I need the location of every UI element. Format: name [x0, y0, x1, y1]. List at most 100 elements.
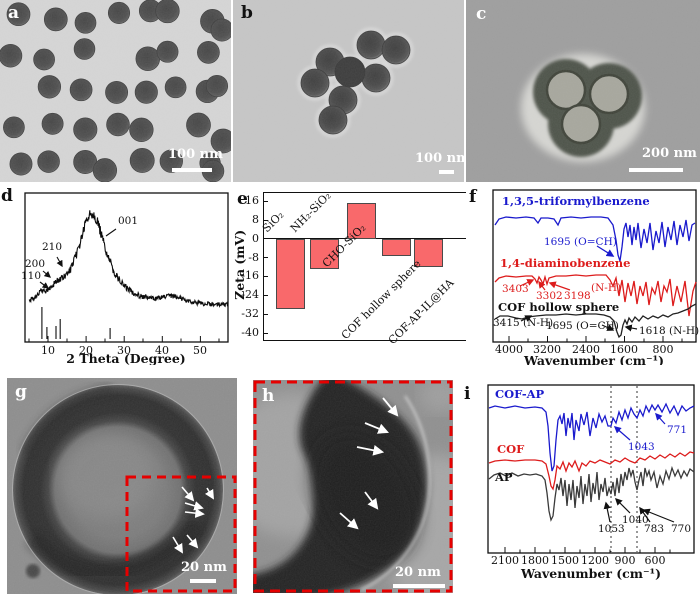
- xtick-2100: 2100: [491, 554, 519, 567]
- bar-cof-ap-il-ha: [414, 238, 443, 267]
- x-axis-ticks: [508, 336, 683, 342]
- panel-label-a: a: [8, 3, 20, 23]
- ann-black-3415: 3415 (N-H): [493, 317, 554, 329]
- x-axis-title: Wavenumber (cm⁻¹): [520, 566, 662, 581]
- ann-black-1695: 1695 (O=CH): [546, 320, 619, 332]
- spectrum-cof-hollow-sphere: [494, 303, 697, 339]
- xtick-900: 900: [614, 554, 636, 567]
- xtick-50: 50: [193, 344, 207, 357]
- bar-sio2: [276, 238, 305, 310]
- panel-label-g: g: [15, 382, 27, 402]
- ytick-m40: -40: [241, 326, 259, 339]
- scalebar-label-b: 100 nm: [415, 151, 464, 166]
- ann-blue-1695: 1695 (O=CH): [544, 236, 617, 248]
- ann-red-nh: (N-H): [591, 282, 622, 294]
- annotation-arrows: [519, 245, 638, 332]
- peak-200: 200: [25, 258, 46, 270]
- scalebar-label-h: 20 nm: [395, 565, 441, 580]
- scalebar-h: [393, 584, 445, 588]
- scalebar-a: [172, 168, 212, 172]
- ytick-mark: [263, 257, 268, 258]
- tem-h-image: [253, 380, 453, 593]
- series-label-cof: COF: [497, 442, 525, 456]
- plot-frame: [24, 192, 229, 343]
- xtick-30: 30: [117, 344, 131, 357]
- panel-b-tem: b 100 nm: [233, 0, 464, 182]
- bar-cof-hollow-sphere: [382, 238, 411, 257]
- ytick-mark: [263, 295, 268, 296]
- xtick-1500: 1500: [551, 554, 579, 567]
- peak-001: 001: [118, 215, 139, 227]
- y-axis-title: Zeta (mV): [233, 229, 248, 300]
- scalebar-label-c: 200 nm: [642, 146, 697, 161]
- xrd-reference-sticks: [41, 307, 111, 339]
- ytick-m24: -24: [241, 288, 259, 301]
- ann-black-1618: 1618 (N-H): [639, 325, 700, 337]
- tem-g-image: [7, 378, 237, 594]
- xtick-1200: 1200: [581, 554, 609, 567]
- grain-texture: [7, 378, 237, 594]
- panel-label-d: d: [1, 186, 13, 206]
- x-axis-title: Wavenumber (cm⁻¹): [523, 353, 665, 365]
- ann-red-3198: 3198: [564, 290, 591, 302]
- xtick-800: 800: [652, 343, 674, 356]
- panel-f-ftir: f 1,3,5-triformylbenzene 1695 (O=CH) 1,4…: [466, 185, 700, 365]
- panel-i-ftir: i COF-AP COF AP 1043 771 1053 1040 783 7…: [460, 368, 700, 600]
- peak-210: 210: [42, 241, 63, 253]
- grain-texture: [253, 380, 453, 593]
- panel-label-c: c: [476, 4, 487, 24]
- panel-label-b: b: [241, 3, 253, 23]
- xtick-3200: 3200: [533, 343, 561, 356]
- shell-pore-arrows: [339, 397, 399, 530]
- panel-c-tem: c 200 nm: [466, 0, 700, 182]
- bar-cho-sio2: [347, 203, 376, 239]
- xtick-4000: 4000: [495, 343, 523, 356]
- ann-blue-1043: 1043: [628, 441, 655, 453]
- scalebar-g: [190, 579, 216, 583]
- ytick-8: 8: [252, 213, 259, 226]
- spectrum-diaminobenzene: [494, 274, 697, 317]
- spectrum-ap: [488, 465, 695, 522]
- ftir-plot: [492, 189, 697, 343]
- panel-label-e: e: [237, 189, 248, 209]
- x-axis-ticks: [28, 336, 220, 342]
- shell-pore-arrows: [172, 486, 214, 554]
- bar-nh2-sio2: [310, 238, 339, 270]
- panel-label-i: i: [464, 384, 471, 404]
- panel-a-tem: a 100 nm: [0, 0, 231, 182]
- zoom-frame: [253, 380, 453, 593]
- peak-annotation-arrows: [39, 228, 117, 289]
- ann-red-3403: 3403: [502, 283, 529, 295]
- xtick-10: 10: [41, 344, 55, 357]
- ftir-plot: [487, 384, 695, 554]
- xtick-600: 600: [644, 554, 666, 567]
- scalebar-b: [439, 170, 454, 174]
- scalebar-label-g: 20 nm: [181, 560, 227, 575]
- panel-h-tem: h 20 nm: [253, 380, 453, 593]
- series-label-diaminobenzene: 1,4-diaminobenzene: [500, 256, 631, 270]
- ytick-mark: [263, 201, 268, 202]
- scalebar-c: [629, 168, 683, 172]
- panel-g-tem: g 20 nm: [7, 378, 237, 594]
- xrd-plot: [24, 192, 229, 343]
- ytick-0: 0: [252, 232, 259, 245]
- xrd-curve: [28, 210, 229, 308]
- ann-black-1053: 1053: [598, 523, 625, 535]
- ytick-16: 16: [245, 194, 259, 207]
- x-axis-title: 2 Theta (Degree): [66, 351, 186, 365]
- plot-frame: [492, 189, 697, 343]
- tem-a-image: [0, 0, 231, 182]
- series-label-cof-ap: COF-AP: [495, 387, 545, 401]
- spectrum-cof-ap: [488, 402, 695, 472]
- plot-frame: [487, 384, 695, 554]
- panel-e-zeta: e 16 8 0 -8 -16 -24 -32 -40 Zeta (mV) Si…: [233, 185, 475, 365]
- ytick-mark: [263, 333, 268, 334]
- ytick-m32: -32: [241, 307, 259, 320]
- peak-110: 110: [21, 270, 42, 282]
- panel-label-h: h: [262, 386, 275, 406]
- panel-d-xrd: d 001 210 200 110 10 20 30 40 50 2 Theta…: [0, 185, 233, 365]
- grain-texture: [233, 0, 464, 182]
- ytick-mark: [263, 276, 268, 277]
- ytick-m16: -16: [241, 269, 259, 282]
